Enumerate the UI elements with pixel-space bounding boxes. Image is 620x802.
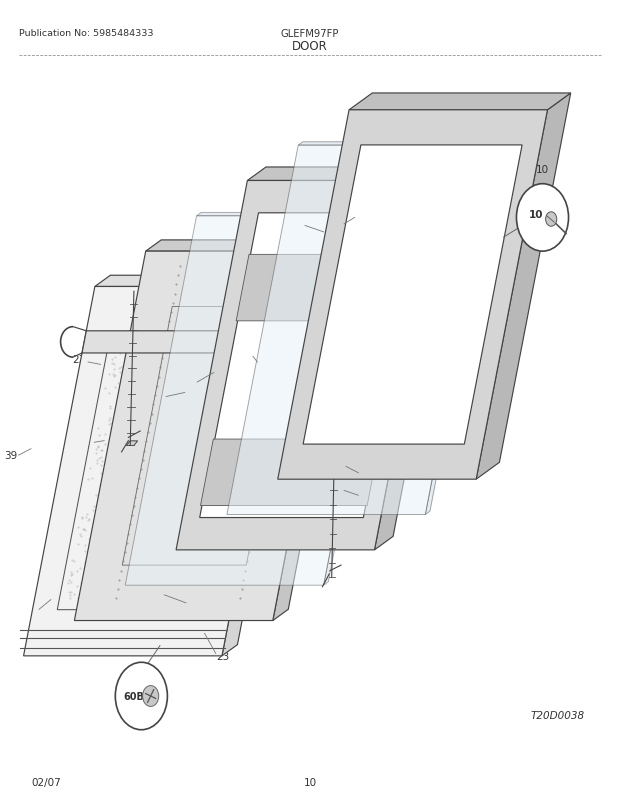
Polygon shape bbox=[24, 287, 293, 656]
Polygon shape bbox=[349, 94, 571, 111]
Text: 8: 8 bbox=[358, 492, 365, 502]
Text: 52: 52 bbox=[79, 438, 92, 448]
Text: 60B: 60B bbox=[123, 691, 144, 701]
Polygon shape bbox=[82, 331, 285, 354]
Polygon shape bbox=[303, 146, 522, 444]
Circle shape bbox=[143, 686, 159, 707]
Text: 23: 23 bbox=[73, 354, 86, 364]
Polygon shape bbox=[95, 276, 309, 287]
Polygon shape bbox=[176, 181, 446, 550]
Polygon shape bbox=[200, 439, 380, 506]
Polygon shape bbox=[200, 213, 422, 518]
Polygon shape bbox=[222, 276, 309, 656]
Polygon shape bbox=[273, 241, 360, 621]
Circle shape bbox=[546, 213, 557, 227]
Polygon shape bbox=[74, 252, 344, 621]
Text: 10: 10 bbox=[529, 210, 544, 220]
Text: 9: 9 bbox=[296, 221, 303, 231]
Text: 10: 10 bbox=[536, 165, 549, 175]
Polygon shape bbox=[236, 255, 415, 322]
Polygon shape bbox=[146, 241, 360, 252]
Text: 02/07: 02/07 bbox=[31, 777, 61, 787]
Text: 4: 4 bbox=[32, 609, 39, 618]
Polygon shape bbox=[227, 146, 497, 515]
Polygon shape bbox=[125, 217, 395, 585]
Polygon shape bbox=[324, 213, 399, 585]
Polygon shape bbox=[298, 143, 501, 146]
Text: 17: 17 bbox=[253, 350, 266, 359]
Text: 12: 12 bbox=[352, 212, 365, 221]
Circle shape bbox=[516, 184, 569, 252]
Polygon shape bbox=[126, 441, 138, 446]
Text: eReplacementParts.com: eReplacementParts.com bbox=[238, 419, 382, 431]
Text: 7: 7 bbox=[197, 376, 204, 386]
Polygon shape bbox=[197, 213, 399, 217]
Text: 6: 6 bbox=[156, 392, 162, 402]
Text: 3: 3 bbox=[193, 598, 200, 608]
Polygon shape bbox=[278, 111, 547, 480]
Text: 39: 39 bbox=[4, 451, 17, 460]
Polygon shape bbox=[374, 168, 464, 550]
Text: 8: 8 bbox=[358, 470, 365, 480]
Text: GLEFM97FP: GLEFM97FP bbox=[281, 29, 339, 38]
Polygon shape bbox=[425, 143, 501, 515]
Text: T20D0038: T20D0038 bbox=[530, 711, 584, 720]
Polygon shape bbox=[247, 168, 464, 181]
Circle shape bbox=[115, 662, 167, 730]
Polygon shape bbox=[476, 94, 571, 480]
Text: DOOR: DOOR bbox=[292, 40, 328, 53]
Text: 23: 23 bbox=[216, 651, 229, 661]
Text: 10: 10 bbox=[303, 777, 317, 787]
Text: Publication No: 5985484333: Publication No: 5985484333 bbox=[19, 29, 153, 38]
